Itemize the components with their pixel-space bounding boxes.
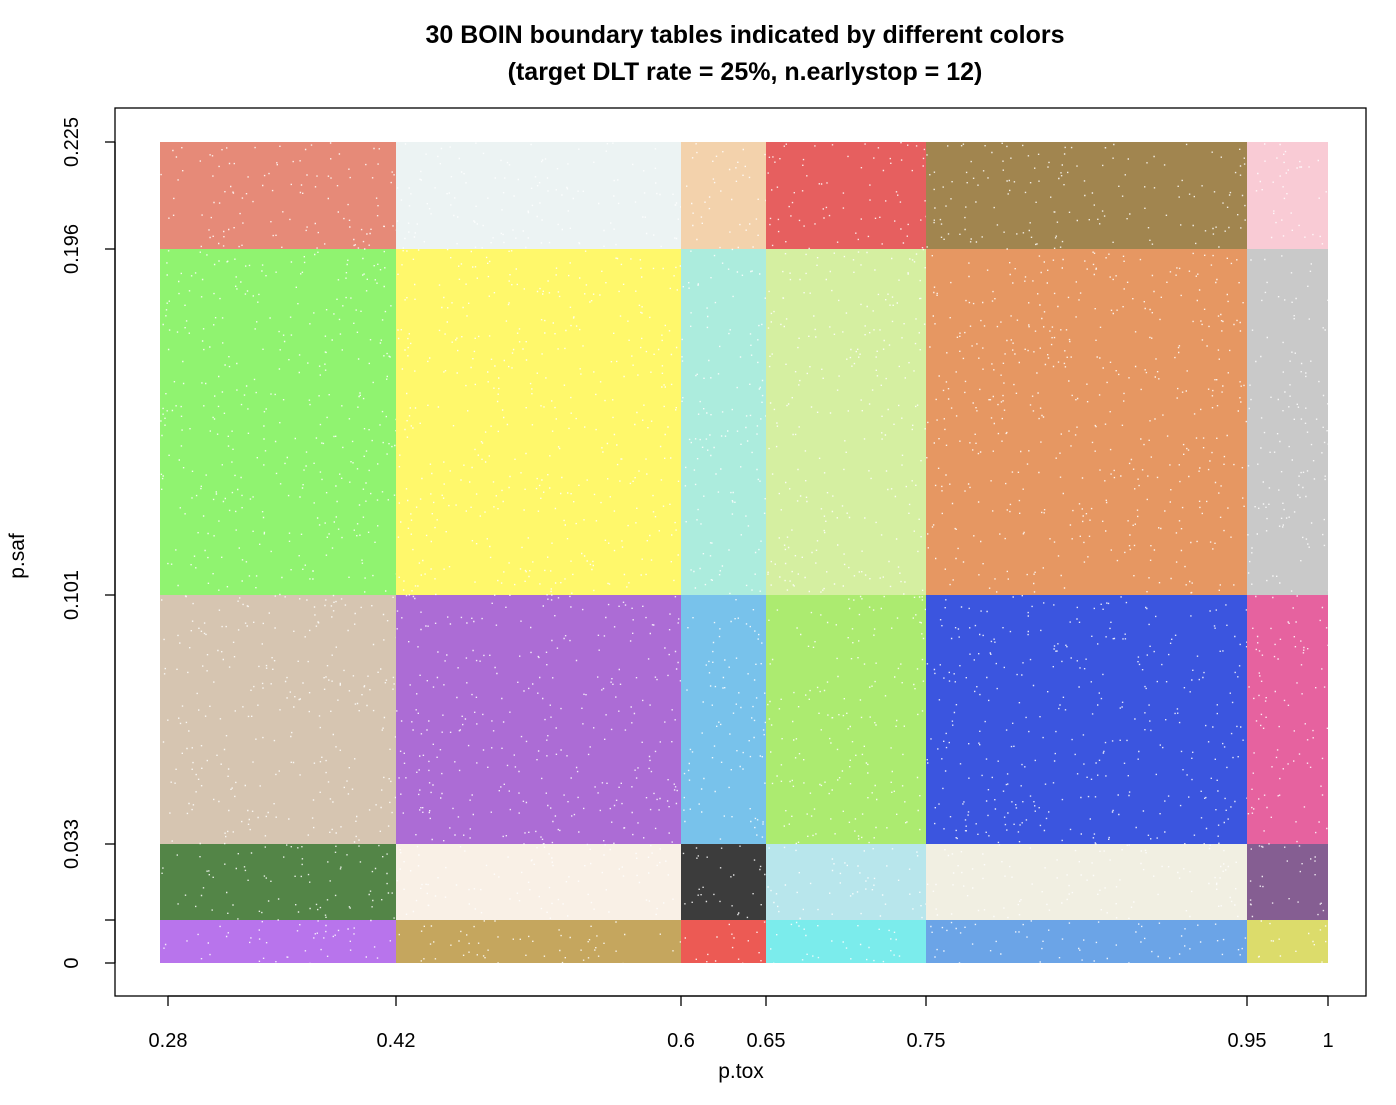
region-fill xyxy=(396,844,681,920)
y-tick-label: 0.196 xyxy=(61,224,83,274)
scatter-region-r3-c0 xyxy=(160,249,398,597)
scatter-region-r3-c1 xyxy=(396,249,682,597)
chart-title: 30 BOIN boundary tables indicated by dif… xyxy=(425,21,1064,49)
scatter-region-r2-c0 xyxy=(160,595,398,845)
y-tick-label: 0 xyxy=(61,957,83,968)
chart-subtitle: (target DLT rate = 25%, n.earlystop = 12… xyxy=(508,58,983,86)
scatter-region-r1-c2 xyxy=(681,844,766,920)
region-fill xyxy=(1247,249,1328,595)
region-fill xyxy=(766,844,926,920)
region-fill xyxy=(396,920,681,963)
scatter-region-r2-c1 xyxy=(396,595,682,846)
y-tick-label: 0.033 xyxy=(61,819,83,869)
scatter-region-r4-c3 xyxy=(766,142,927,251)
scatter-region-r1-c1 xyxy=(396,844,681,920)
region-fill xyxy=(396,249,681,595)
scatter-region-r0-c4 xyxy=(926,920,1247,964)
scatter-region-r3-c3 xyxy=(766,249,926,595)
region-fill xyxy=(926,920,1247,963)
x-tick-label: 1 xyxy=(1322,1030,1333,1052)
region-fill xyxy=(926,142,1247,249)
region-fill xyxy=(766,249,926,595)
scatter-region-r3-c4 xyxy=(926,249,1247,597)
region-fill xyxy=(926,249,1247,595)
scatter-region-r4-c4 xyxy=(926,142,1247,250)
scatter-region-r1-c4 xyxy=(926,844,1247,920)
region-fill xyxy=(1247,595,1328,844)
scatter-region-r3-c5 xyxy=(1247,249,1330,595)
scatter-region-r4-c0 xyxy=(160,142,398,250)
y-tick-label: 0.101 xyxy=(61,570,83,620)
scatter-region-r2-c4 xyxy=(926,595,1248,845)
scatter-region-r0-c5 xyxy=(1247,920,1328,963)
scatter-region-r0-c0 xyxy=(160,920,396,965)
region-fill xyxy=(1247,920,1328,963)
region-fill xyxy=(926,595,1247,844)
scatter-region-r2-c5 xyxy=(1247,595,1329,845)
scatter-region-r1-c5 xyxy=(1247,844,1328,920)
region-fill xyxy=(681,920,766,963)
region-fill xyxy=(681,844,766,920)
scatter-region-r1-c3 xyxy=(766,844,927,920)
x-tick-label: 0.75 xyxy=(907,1030,946,1052)
scatter-region-r4-c5 xyxy=(1247,142,1328,249)
region-fill xyxy=(766,142,926,249)
y-axis-label: p.saf xyxy=(6,533,29,579)
scatter-region-r2-c3 xyxy=(766,595,928,845)
region-fill xyxy=(160,249,396,595)
scatter-region-r4-c2 xyxy=(681,142,767,251)
region-speckle xyxy=(1257,920,1327,963)
x-tick-label: 0.42 xyxy=(377,1030,416,1052)
scatter-region-r0-c2 xyxy=(681,920,766,964)
region-fill xyxy=(396,595,681,844)
region-fill xyxy=(160,595,396,844)
scatter-regions xyxy=(160,142,1330,965)
x-tick-label: 0.95 xyxy=(1228,1030,1267,1052)
region-fill xyxy=(160,142,396,249)
region-fill xyxy=(681,249,766,595)
y-tick-label: 0.225 xyxy=(61,117,83,167)
region-fill xyxy=(926,844,1247,920)
x-tick-label: 0.65 xyxy=(747,1030,786,1052)
x-tick-label: 0.6 xyxy=(667,1030,695,1052)
region-fill xyxy=(681,595,766,844)
scatter-region-r0-c1 xyxy=(396,920,682,965)
region-speckle xyxy=(1247,595,1329,845)
region-fill xyxy=(396,142,681,249)
region-fill xyxy=(681,142,766,249)
scatter-region-r1-c0 xyxy=(160,844,396,922)
region-fill xyxy=(160,920,396,963)
x-tick-label: 0.28 xyxy=(149,1030,188,1052)
region-fill xyxy=(766,920,926,963)
x-axis: 0.28 0.42 0.6 0.65 0.75 0.95 1 xyxy=(149,995,1334,1052)
scatter-region-r0-c3 xyxy=(766,920,926,964)
region-speckle xyxy=(396,142,682,251)
scatter-region-r3-c2 xyxy=(681,249,767,595)
region-fill xyxy=(160,844,396,920)
scatter-region-r2-c2 xyxy=(681,595,767,844)
x-axis-label: p.tox xyxy=(718,1060,764,1083)
region-fill xyxy=(766,595,926,844)
scatter-region-r4-c1 xyxy=(396,142,682,251)
region-fill xyxy=(1247,142,1328,249)
y-axis: 0 0.033 0.101 0.196 0.225 xyxy=(61,117,116,969)
region-fill xyxy=(1247,844,1328,920)
